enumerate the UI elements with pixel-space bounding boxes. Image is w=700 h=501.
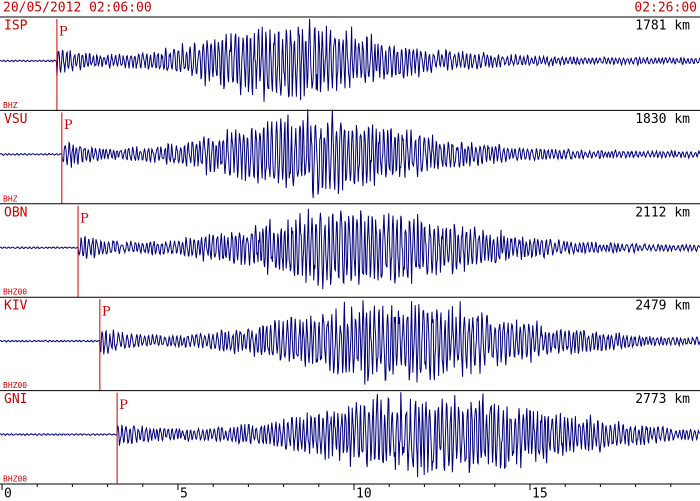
station-name: KIV xyxy=(4,299,28,314)
distance: 2773 km xyxy=(635,392,690,407)
x-tick-label: 0 xyxy=(4,487,12,501)
x-tick-label: 10 xyxy=(356,487,372,501)
end-time: 02:26:00 xyxy=(634,1,697,16)
x-tick-label: 15 xyxy=(532,487,548,501)
phase-label: P xyxy=(64,118,73,133)
station-name: VSU xyxy=(4,112,27,127)
station-name: ISP xyxy=(4,19,28,34)
channel-name: BHZ xyxy=(3,194,18,203)
waveform xyxy=(0,18,700,102)
waveform xyxy=(0,300,700,385)
x-tick-label: 5 xyxy=(180,487,188,501)
waveform xyxy=(0,109,700,199)
channel-name: BHZ xyxy=(3,101,18,110)
phase-label: P xyxy=(102,305,111,320)
plot-area xyxy=(0,18,700,478)
station-name: OBN xyxy=(4,205,27,220)
distance: 1781 km xyxy=(635,19,690,34)
distance: 1830 km xyxy=(635,112,690,127)
distance: 2112 km xyxy=(635,205,690,220)
phase-label: P xyxy=(59,25,68,40)
phase-label: P xyxy=(119,398,128,413)
station-name: GNI xyxy=(4,392,27,407)
distance: 2479 km xyxy=(635,299,690,314)
channel-name: BHZ00 xyxy=(3,475,27,484)
waveform xyxy=(0,208,700,290)
waveform xyxy=(0,392,700,478)
phase-label: P xyxy=(80,211,89,226)
channel-name: BHZ00 xyxy=(3,381,27,390)
channel-name: BHZ00 xyxy=(3,288,27,297)
start-time: 20/05/2012 02:06:00 xyxy=(3,1,152,16)
